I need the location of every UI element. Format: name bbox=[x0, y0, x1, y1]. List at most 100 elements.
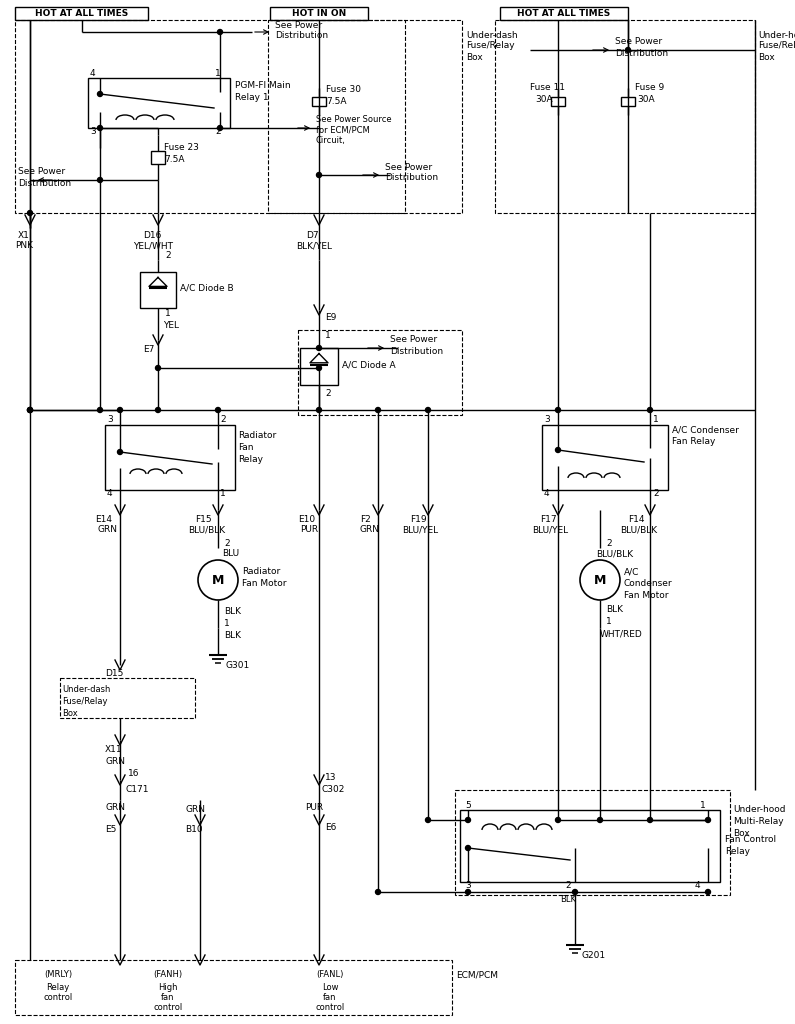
Text: E6: E6 bbox=[325, 823, 336, 833]
Text: Fuse 30: Fuse 30 bbox=[326, 85, 361, 94]
Text: See Power: See Power bbox=[390, 336, 437, 344]
Circle shape bbox=[556, 408, 560, 413]
Circle shape bbox=[218, 126, 223, 130]
Text: See Power: See Power bbox=[275, 20, 322, 30]
Text: 3: 3 bbox=[544, 416, 550, 425]
Circle shape bbox=[556, 447, 560, 453]
Text: C171: C171 bbox=[126, 784, 149, 794]
Text: E5: E5 bbox=[105, 825, 116, 835]
Text: 7.5A: 7.5A bbox=[326, 97, 347, 106]
Text: Under-dash: Under-dash bbox=[62, 685, 111, 694]
Text: BLU/YEL: BLU/YEL bbox=[402, 525, 438, 535]
Circle shape bbox=[647, 408, 653, 413]
Circle shape bbox=[215, 408, 220, 413]
Text: F15: F15 bbox=[195, 515, 211, 524]
Text: BLU/BLK: BLU/BLK bbox=[188, 525, 225, 535]
Circle shape bbox=[647, 817, 653, 822]
Text: 1: 1 bbox=[700, 801, 706, 810]
Text: D15: D15 bbox=[105, 669, 123, 678]
Text: F14: F14 bbox=[628, 515, 645, 524]
Text: 4: 4 bbox=[544, 489, 549, 499]
Text: 2: 2 bbox=[653, 489, 658, 499]
Text: See Power: See Power bbox=[18, 168, 65, 176]
Text: 3: 3 bbox=[90, 127, 95, 135]
Circle shape bbox=[598, 817, 603, 822]
Text: B10: B10 bbox=[185, 825, 203, 835]
Text: HOT AT ALL TIMES: HOT AT ALL TIMES bbox=[518, 8, 611, 17]
Text: (FANH): (FANH) bbox=[153, 971, 183, 980]
Text: BLK: BLK bbox=[224, 631, 241, 640]
Text: Box: Box bbox=[62, 709, 78, 718]
Text: M: M bbox=[211, 573, 224, 587]
Circle shape bbox=[466, 846, 471, 851]
Text: Fuse 9: Fuse 9 bbox=[635, 84, 665, 92]
Circle shape bbox=[556, 817, 560, 822]
Text: fan: fan bbox=[161, 993, 175, 1002]
Text: Distribution: Distribution bbox=[390, 346, 443, 355]
Text: control: control bbox=[153, 1004, 183, 1013]
Text: Under-hood: Under-hood bbox=[758, 31, 795, 40]
Circle shape bbox=[316, 345, 321, 350]
Text: 1: 1 bbox=[220, 489, 226, 499]
Text: Radiator: Radiator bbox=[242, 567, 281, 577]
Circle shape bbox=[28, 408, 33, 413]
Circle shape bbox=[375, 890, 381, 895]
Text: Relay: Relay bbox=[46, 982, 70, 991]
Circle shape bbox=[466, 890, 471, 895]
Text: High: High bbox=[158, 982, 178, 991]
Circle shape bbox=[156, 366, 161, 371]
Text: Relay: Relay bbox=[725, 848, 750, 856]
Text: 5: 5 bbox=[465, 801, 471, 810]
Text: ECM/PCM: ECM/PCM bbox=[456, 971, 498, 980]
Circle shape bbox=[156, 408, 161, 413]
Text: Box: Box bbox=[733, 829, 750, 839]
Text: 2: 2 bbox=[215, 127, 221, 135]
Text: PNK: PNK bbox=[15, 242, 33, 251]
Text: BLU/BLK: BLU/BLK bbox=[596, 550, 633, 558]
Circle shape bbox=[572, 890, 577, 895]
Text: 2: 2 bbox=[165, 251, 171, 259]
Text: Fan Motor: Fan Motor bbox=[242, 580, 286, 589]
Text: F2: F2 bbox=[360, 515, 370, 524]
Text: A/C: A/C bbox=[624, 567, 639, 577]
Text: X1: X1 bbox=[18, 230, 30, 240]
Text: YEL/WHT: YEL/WHT bbox=[133, 242, 173, 251]
Text: Radiator: Radiator bbox=[238, 430, 276, 439]
Circle shape bbox=[316, 408, 321, 413]
Text: 13: 13 bbox=[325, 773, 336, 782]
Circle shape bbox=[466, 817, 471, 822]
Text: GRN: GRN bbox=[360, 525, 380, 535]
Text: 2: 2 bbox=[325, 388, 331, 397]
Text: 1: 1 bbox=[215, 70, 221, 79]
Text: 4: 4 bbox=[90, 70, 95, 79]
Text: Fan Motor: Fan Motor bbox=[624, 592, 669, 600]
Text: Under-dash: Under-dash bbox=[466, 31, 518, 40]
Text: D16: D16 bbox=[143, 230, 161, 240]
Circle shape bbox=[705, 890, 711, 895]
Circle shape bbox=[218, 30, 223, 35]
Text: Fan: Fan bbox=[238, 442, 254, 452]
Text: X11: X11 bbox=[105, 745, 122, 755]
Text: 1: 1 bbox=[165, 308, 171, 317]
Text: Distribution: Distribution bbox=[615, 48, 668, 57]
Circle shape bbox=[28, 408, 33, 413]
Circle shape bbox=[98, 408, 103, 413]
Text: Multi-Relay: Multi-Relay bbox=[733, 817, 784, 826]
Circle shape bbox=[98, 91, 103, 96]
Circle shape bbox=[626, 47, 630, 52]
Text: D7: D7 bbox=[306, 230, 319, 240]
Text: BLK: BLK bbox=[560, 896, 576, 904]
Text: Box: Box bbox=[466, 52, 483, 61]
Text: Fuse/Relay: Fuse/Relay bbox=[758, 42, 795, 50]
Text: Circuit,: Circuit, bbox=[316, 135, 346, 144]
Text: G301: G301 bbox=[225, 660, 250, 670]
Circle shape bbox=[375, 408, 381, 413]
Text: 30A: 30A bbox=[535, 95, 553, 104]
Text: control: control bbox=[44, 993, 72, 1002]
Text: Relay: Relay bbox=[238, 455, 263, 464]
Text: F19: F19 bbox=[410, 515, 427, 524]
Text: PUR: PUR bbox=[305, 804, 323, 812]
Text: A/C Diode B: A/C Diode B bbox=[180, 284, 234, 293]
Text: 16: 16 bbox=[128, 768, 139, 777]
Circle shape bbox=[118, 408, 122, 413]
